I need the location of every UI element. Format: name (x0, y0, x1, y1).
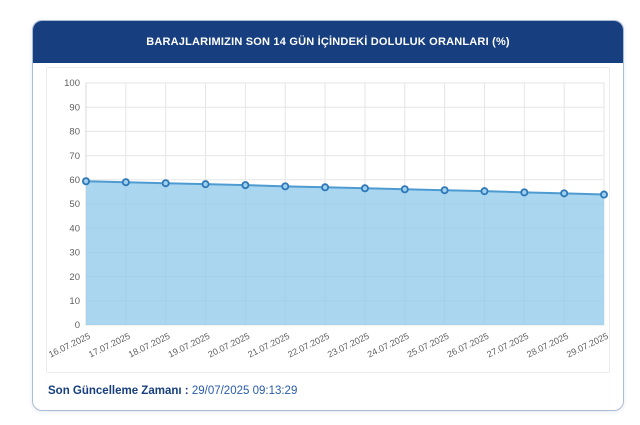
svg-text:28.07.2025: 28.07.2025 (525, 331, 570, 360)
svg-text:22.07.2025: 22.07.2025 (286, 331, 331, 360)
svg-text:16.07.2025: 16.07.2025 (47, 331, 92, 360)
svg-text:26.07.2025: 26.07.2025 (445, 331, 490, 360)
last-update-value: 29/07/2025 09:13:29 (191, 385, 298, 397)
svg-text:10: 10 (69, 296, 80, 307)
chart-title: BARAJLARIMIZIN SON 14 GÜN İÇİNDEKİ DOLUL… (146, 36, 510, 48)
svg-text:27.07.2025: 27.07.2025 (485, 331, 530, 360)
svg-text:19.07.2025: 19.07.2025 (167, 331, 212, 360)
last-update-label: Son Güncelleme Zamanı (48, 385, 182, 397)
svg-text:20.07.2025: 20.07.2025 (206, 331, 251, 360)
svg-text:21.07.2025: 21.07.2025 (246, 331, 291, 360)
dam-occupancy-card: BARAJLARIMIZIN SON 14 GÜN İÇİNDEKİ DOLUL… (32, 20, 624, 411)
svg-text:60: 60 (69, 175, 80, 186)
svg-text:25.07.2025: 25.07.2025 (406, 331, 451, 360)
svg-text:30: 30 (69, 248, 80, 259)
last-update-separator: : (184, 385, 189, 397)
svg-text:40: 40 (69, 223, 80, 234)
svg-text:0: 0 (75, 320, 80, 331)
svg-text:24.07.2025: 24.07.2025 (366, 331, 411, 360)
svg-text:80: 80 (69, 127, 80, 138)
svg-text:17.07.2025: 17.07.2025 (87, 331, 132, 360)
svg-text:29.07.2025: 29.07.2025 (565, 331, 610, 360)
svg-text:20: 20 (69, 272, 80, 283)
last-update: Son Güncelleme Zamanı : 29/07/2025 09:13… (33, 373, 623, 397)
svg-text:18.07.2025: 18.07.2025 (127, 331, 172, 360)
chart-panel: 0 10 20 30 40 50 60 70 80 90 100 16.07.2025 17.07.20… (46, 67, 610, 373)
svg-text:90: 90 (69, 102, 80, 113)
chart-title-bar: BARAJLARIMIZIN SON 14 GÜN İÇİNDEKİ DOLUL… (33, 21, 623, 63)
svg-text:23.07.2025: 23.07.2025 (326, 331, 371, 360)
svg-text:100: 100 (64, 78, 80, 89)
dam-occupancy-area-chart: 0 10 20 30 40 50 60 70 80 90 100 16.07.202517.07.20… (47, 78, 610, 360)
svg-text:70: 70 (69, 151, 80, 162)
svg-text:50: 50 (69, 199, 80, 210)
